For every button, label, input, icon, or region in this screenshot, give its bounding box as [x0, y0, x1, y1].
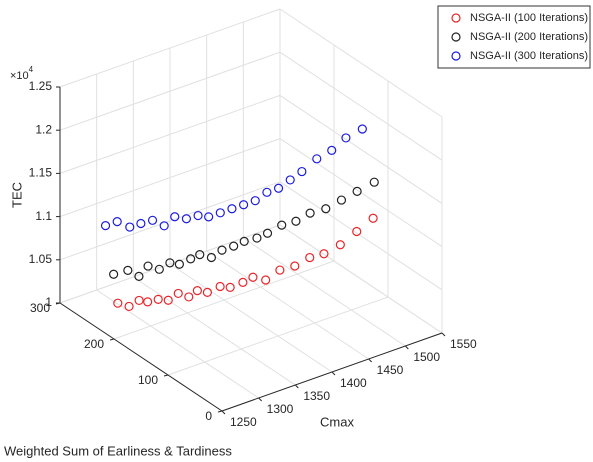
z-exponent-base: ×10: [10, 70, 29, 82]
x-tick-label: 1400: [340, 376, 367, 390]
x-tick: [369, 359, 372, 362]
grid-line: [114, 261, 334, 339]
point: [144, 298, 152, 306]
x-tick-label: 1550: [450, 337, 477, 351]
point: [174, 289, 182, 297]
x-tick-label: 1250: [230, 415, 257, 429]
z-exponent-power: 4: [29, 65, 34, 74]
point: [230, 242, 238, 250]
x-tick: [259, 398, 262, 401]
x-tick-label: 1500: [413, 350, 440, 364]
point: [328, 146, 336, 154]
point: [114, 299, 122, 307]
point: [239, 278, 247, 286]
point: [263, 188, 271, 196]
point: [110, 270, 118, 278]
x-tick-label: 1450: [377, 363, 404, 377]
point: [203, 288, 211, 296]
y-tick-label: 100: [138, 373, 158, 387]
z-tick-label: 1: [45, 295, 52, 309]
point: [149, 216, 157, 224]
x-tick-label: 1350: [303, 389, 330, 403]
legend-label: NSGA-II (100 Iterations): [470, 12, 588, 24]
x-tick: [442, 333, 445, 336]
point: [358, 125, 366, 133]
point: [226, 283, 234, 291]
y-tick: [164, 375, 168, 376]
point: [322, 205, 330, 213]
point: [298, 168, 306, 176]
point: [228, 205, 236, 213]
z-tick-label: 1.15: [29, 166, 53, 180]
y-tick-label: 200: [84, 337, 104, 351]
point: [154, 295, 162, 303]
x-axis-label: Cmax: [320, 414, 354, 429]
point: [144, 262, 152, 270]
point: [135, 296, 143, 304]
x-tick: [295, 385, 298, 388]
point: [337, 196, 345, 204]
legend-label: NSGA-II (300 Iterations): [470, 50, 588, 62]
y-tick: [110, 339, 114, 340]
point: [276, 266, 284, 274]
grid-line: [280, 9, 442, 117]
chart: ×104 TEC Cmax Weighted Sum of Earliness …: [0, 0, 593, 462]
y-tick-label: 0: [205, 409, 212, 423]
point: [155, 265, 163, 273]
point: [291, 262, 299, 270]
point: [313, 155, 321, 163]
y-tick: [218, 411, 222, 412]
x-tick: [332, 372, 335, 375]
point: [262, 276, 270, 284]
legend-label: NSGA-II (200 Iterations): [470, 31, 588, 43]
point: [253, 234, 261, 242]
point: [124, 266, 132, 274]
point: [113, 218, 121, 226]
point: [125, 302, 133, 310]
point: [264, 229, 272, 237]
point: [185, 293, 193, 301]
point: [370, 178, 378, 186]
point: [218, 246, 226, 254]
point: [275, 184, 283, 192]
point: [306, 209, 314, 217]
point: [137, 220, 145, 228]
legend: NSGA-II (100 Iterations) NSGA-II (200 Ite…: [438, 6, 590, 68]
x-tick: [405, 346, 408, 349]
z-tick-label: 1.05: [29, 252, 53, 266]
point: [193, 287, 201, 295]
z-axis-label: TEC: [9, 182, 24, 208]
z-tick-label: 1.25: [29, 79, 53, 93]
grid-line: [168, 297, 388, 375]
grid-line: [280, 52, 442, 160]
x-tick: [222, 411, 225, 414]
point: [102, 222, 110, 230]
x-tick-label: 1300: [267, 402, 294, 416]
point: [369, 214, 377, 222]
point: [216, 282, 224, 290]
point: [187, 255, 195, 263]
z-tick-label: 1.2: [35, 122, 52, 136]
grid-line: [280, 182, 442, 290]
point: [286, 176, 294, 184]
point: [251, 197, 259, 205]
z-tick-label: 1.1: [35, 209, 52, 223]
point: [292, 217, 300, 225]
point: [182, 215, 190, 223]
point: [126, 223, 134, 231]
grid-line: [280, 95, 442, 203]
point: [194, 212, 202, 220]
point: [249, 273, 257, 281]
point: [205, 213, 213, 221]
point: [216, 209, 224, 217]
point: [175, 260, 183, 268]
point: [336, 241, 344, 249]
y-axis-label: Weighted Sum of Earliness & Tardiness: [4, 443, 232, 458]
point: [306, 254, 314, 262]
